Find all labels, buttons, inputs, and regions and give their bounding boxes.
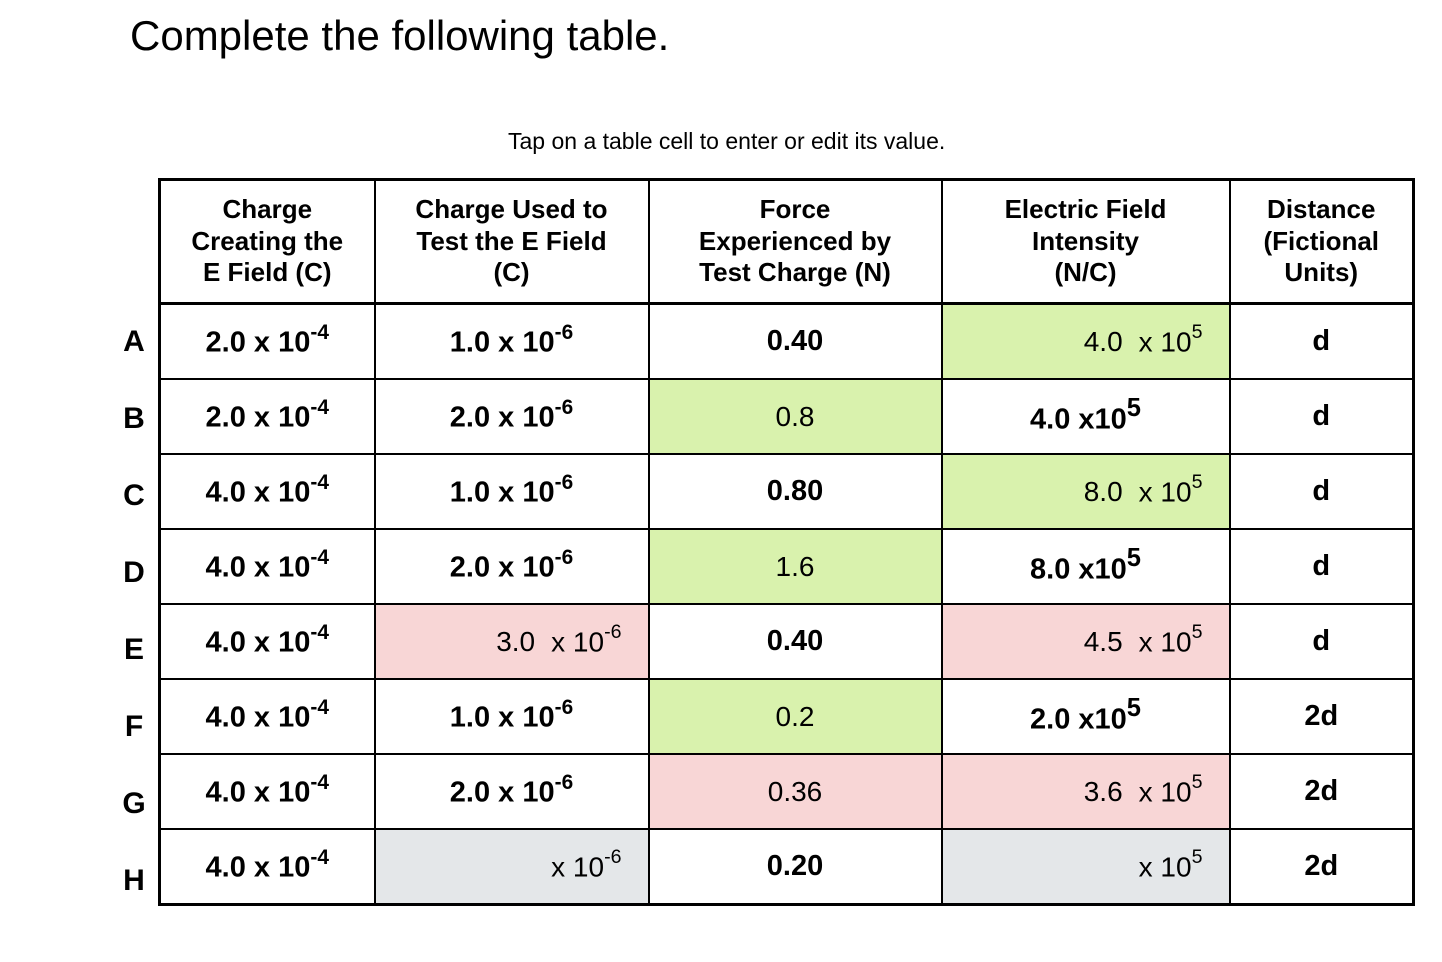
row-label-h: H [123, 863, 145, 897]
cell-g-efield: 3.6 x 105 [940, 753, 1231, 830]
cell-g-distance: 2d [1228, 753, 1415, 830]
header-distance: Distance (Fictional Units) [1228, 178, 1415, 305]
cell-a-efield-input[interactable]: 4.0 x 105 [943, 305, 1228, 378]
cell-g-force: 0.36 [647, 753, 943, 830]
cell-g-q-test: 2.0 x 10-6 [373, 753, 650, 830]
cell-f-q-source: 4.0 x 10-4 [158, 678, 376, 755]
cell-a-q-source: 2.0 x 10-4 [158, 302, 376, 380]
table-row-b: 2.0 x 10-4 2.0 x 10-6 0.8 4.0 x105 d [158, 378, 1415, 455]
table-row-h: 4.0 x 10-4 x 10-6 0.20 x 105 2d [158, 828, 1415, 906]
cell-f-q-test: 1.0 x 10-6 [373, 678, 650, 755]
cell-f-distance: 2d [1228, 678, 1415, 755]
cell-e-distance: d [1228, 603, 1415, 680]
cell-h-q-source: 4.0 x 10-4 [158, 828, 376, 906]
row-label-f: F [124, 709, 144, 743]
row-label-g: G [122, 786, 146, 820]
table-container: A B C D E F G H Charge Creating the E Fi… [110, 178, 1415, 919]
header-force: Force Experienced by Test Charge (N) [647, 178, 943, 305]
cell-e-efield: 4.5 x 105 [940, 603, 1231, 680]
header-charge-creating: Charge Creating the E Field (C) [158, 178, 376, 305]
row-label-b: B [123, 401, 145, 435]
table-row-d: 4.0 x 10-4 2.0 x 10-6 1.6 8.0 x105 d [158, 528, 1415, 605]
cell-c-q-test: 1.0 x 10-6 [373, 453, 650, 530]
cell-f-force: 0.2 [647, 678, 943, 755]
cell-e-efield-input[interactable]: 4.5 x 105 [943, 606, 1228, 677]
cell-a-q-test: 1.0 x 10-6 [373, 302, 650, 380]
cell-h-q-test: x 10-6 [373, 828, 650, 906]
row-label-e: E [123, 632, 144, 666]
cell-e-q-test-input[interactable]: 3.0 x 10-6 [376, 606, 647, 677]
cell-h-distance: 2d [1228, 828, 1415, 906]
cell-c-force: 0.80 [647, 453, 943, 530]
cell-h-efield-input[interactable]: x 105 [943, 830, 1228, 903]
cell-d-distance: d [1228, 528, 1415, 605]
data-table: Charge Creating the E Field (C) Charge U… [158, 178, 1415, 906]
cell-h-q-test-input[interactable]: x 10-6 [376, 830, 647, 903]
instruction-text: Tap on a table cell to enter or edit its… [508, 128, 946, 154]
row-label-d: D [123, 555, 145, 589]
cell-b-distance: d [1228, 378, 1415, 455]
cell-h-efield: x 105 [940, 828, 1231, 906]
cell-f-efield: 2.0 x105 [940, 678, 1231, 755]
cell-a-force: 0.40 [647, 302, 943, 380]
cell-g-force-input[interactable]: 0.36 [650, 756, 940, 827]
cell-c-distance: d [1228, 453, 1415, 530]
row-labels-column: A B C D E F G H [110, 178, 158, 919]
cell-b-force-input[interactable]: 0.8 [650, 381, 940, 452]
header-efield-intensity: Electric Field Intensity (N/C) [940, 178, 1231, 305]
table-row-a: 2.0 x 10-4 1.0 x 10-6 0.40 4.0 x 105 d [158, 302, 1415, 380]
cell-e-q-test: 3.0 x 10-6 [373, 603, 650, 680]
header-row: Charge Creating the E Field (C) Charge U… [158, 178, 1415, 305]
cell-g-efield-input[interactable]: 3.6 x 105 [943, 756, 1228, 827]
cell-b-q-source: 2.0 x 10-4 [158, 378, 376, 455]
page-title: Complete the following table. [130, 12, 670, 59]
cell-e-q-source: 4.0 x 10-4 [158, 603, 376, 680]
table-row-e: 4.0 x 10-4 3.0 x 10-6 0.40 4.5 x 105 d [158, 603, 1415, 680]
cell-d-force: 1.6 [647, 528, 943, 605]
cell-d-force-input[interactable]: 1.6 [650, 531, 940, 602]
table-row-f: 4.0 x 10-4 1.0 x 10-6 0.2 2.0 x105 2d [158, 678, 1415, 755]
table-row-c: 4.0 x 10-4 1.0 x 10-6 0.80 8.0 x 105 d [158, 453, 1415, 530]
cell-b-force: 0.8 [647, 378, 943, 455]
cell-f-force-input[interactable]: 0.2 [650, 681, 940, 752]
cell-h-force: 0.20 [647, 828, 943, 906]
cell-b-efield: 4.0 x105 [940, 378, 1231, 455]
row-label-a: A [123, 324, 145, 358]
cell-e-force: 0.40 [647, 603, 943, 680]
cell-d-efield: 8.0 x105 [940, 528, 1231, 605]
header-charge-test: Charge Used to Test the E Field (C) [373, 178, 650, 305]
cell-d-q-source: 4.0 x 10-4 [158, 528, 376, 605]
cell-a-distance: d [1228, 302, 1415, 380]
cell-b-q-test: 2.0 x 10-6 [373, 378, 650, 455]
table-row-g: 4.0 x 10-4 2.0 x 10-6 0.36 3.6 x 105 2d [158, 753, 1415, 830]
cell-a-efield: 4.0 x 105 [940, 302, 1231, 380]
cell-c-efield: 8.0 x 105 [940, 453, 1231, 530]
row-label-c: C [123, 478, 145, 512]
cell-g-q-source: 4.0 x 10-4 [158, 753, 376, 830]
cell-c-efield-input[interactable]: 8.0 x 105 [943, 456, 1228, 527]
cell-d-q-test: 2.0 x 10-6 [373, 528, 650, 605]
cell-c-q-source: 4.0 x 10-4 [158, 453, 376, 530]
